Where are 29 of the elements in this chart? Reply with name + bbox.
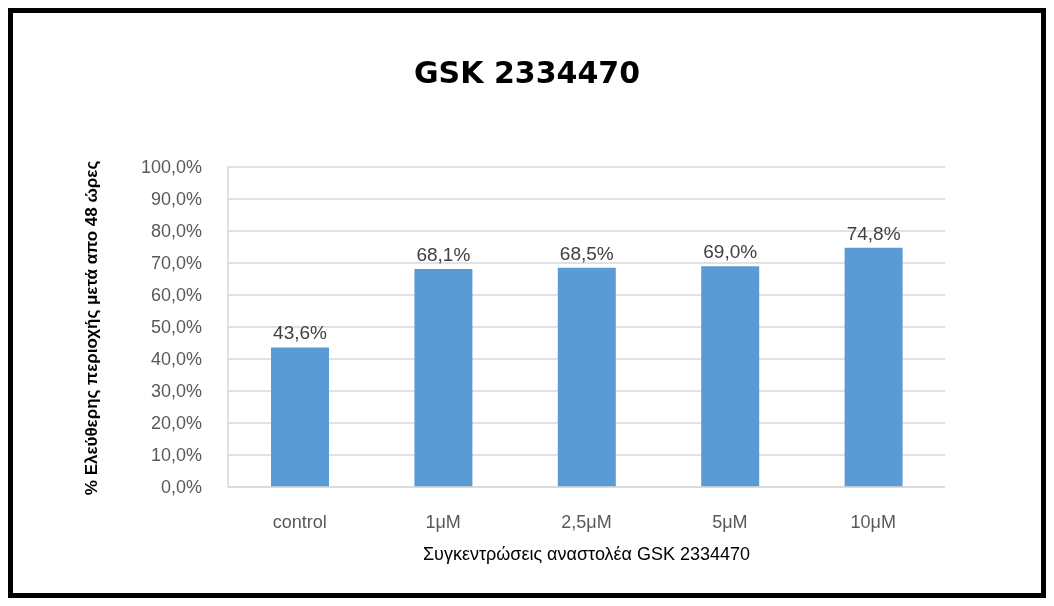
x-tick-label: 1μM — [425, 511, 461, 532]
y-tick-label: 100,0% — [140, 157, 202, 178]
data-label: 68,5% — [559, 242, 614, 264]
x-tick-label: 5μM — [712, 511, 748, 532]
y-tick-label: 0,0% — [160, 477, 202, 498]
data-label: 68,1% — [416, 244, 471, 266]
data-label: 43,6% — [273, 322, 328, 344]
x-axis-title: Συγκεντρώσεις αναστολέα GSK 2334470 — [421, 544, 752, 565]
bar — [557, 267, 616, 487]
x-tick-label: 2,5μM — [561, 511, 612, 532]
x-tick-label: 10μM — [850, 511, 896, 532]
y-tick-label: 30,0% — [150, 381, 202, 402]
y-tick-label: 10,0% — [150, 445, 202, 466]
y-tick-label: 90,0% — [150, 189, 202, 210]
bar — [414, 269, 473, 487]
chart-title: GSK 2334470 — [412, 55, 641, 90]
bar — [701, 266, 760, 487]
y-tick-label: 80,0% — [150, 221, 202, 242]
bar — [844, 247, 903, 487]
y-tick-label: 40,0% — [150, 349, 202, 370]
y-axis-title: % Ελεύθερης περιοχής μετά απο 48 ώρες — [82, 160, 101, 496]
y-tick-label: 70,0% — [150, 253, 202, 274]
data-label: 69,0% — [703, 241, 758, 263]
y-tick-label: 50,0% — [150, 317, 202, 338]
y-tick-label: 60,0% — [150, 285, 202, 306]
y-tick-label: 20,0% — [150, 413, 202, 434]
bar — [271, 347, 329, 487]
x-tick-label: control — [272, 511, 327, 532]
data-label: 74,8% — [846, 222, 901, 244]
